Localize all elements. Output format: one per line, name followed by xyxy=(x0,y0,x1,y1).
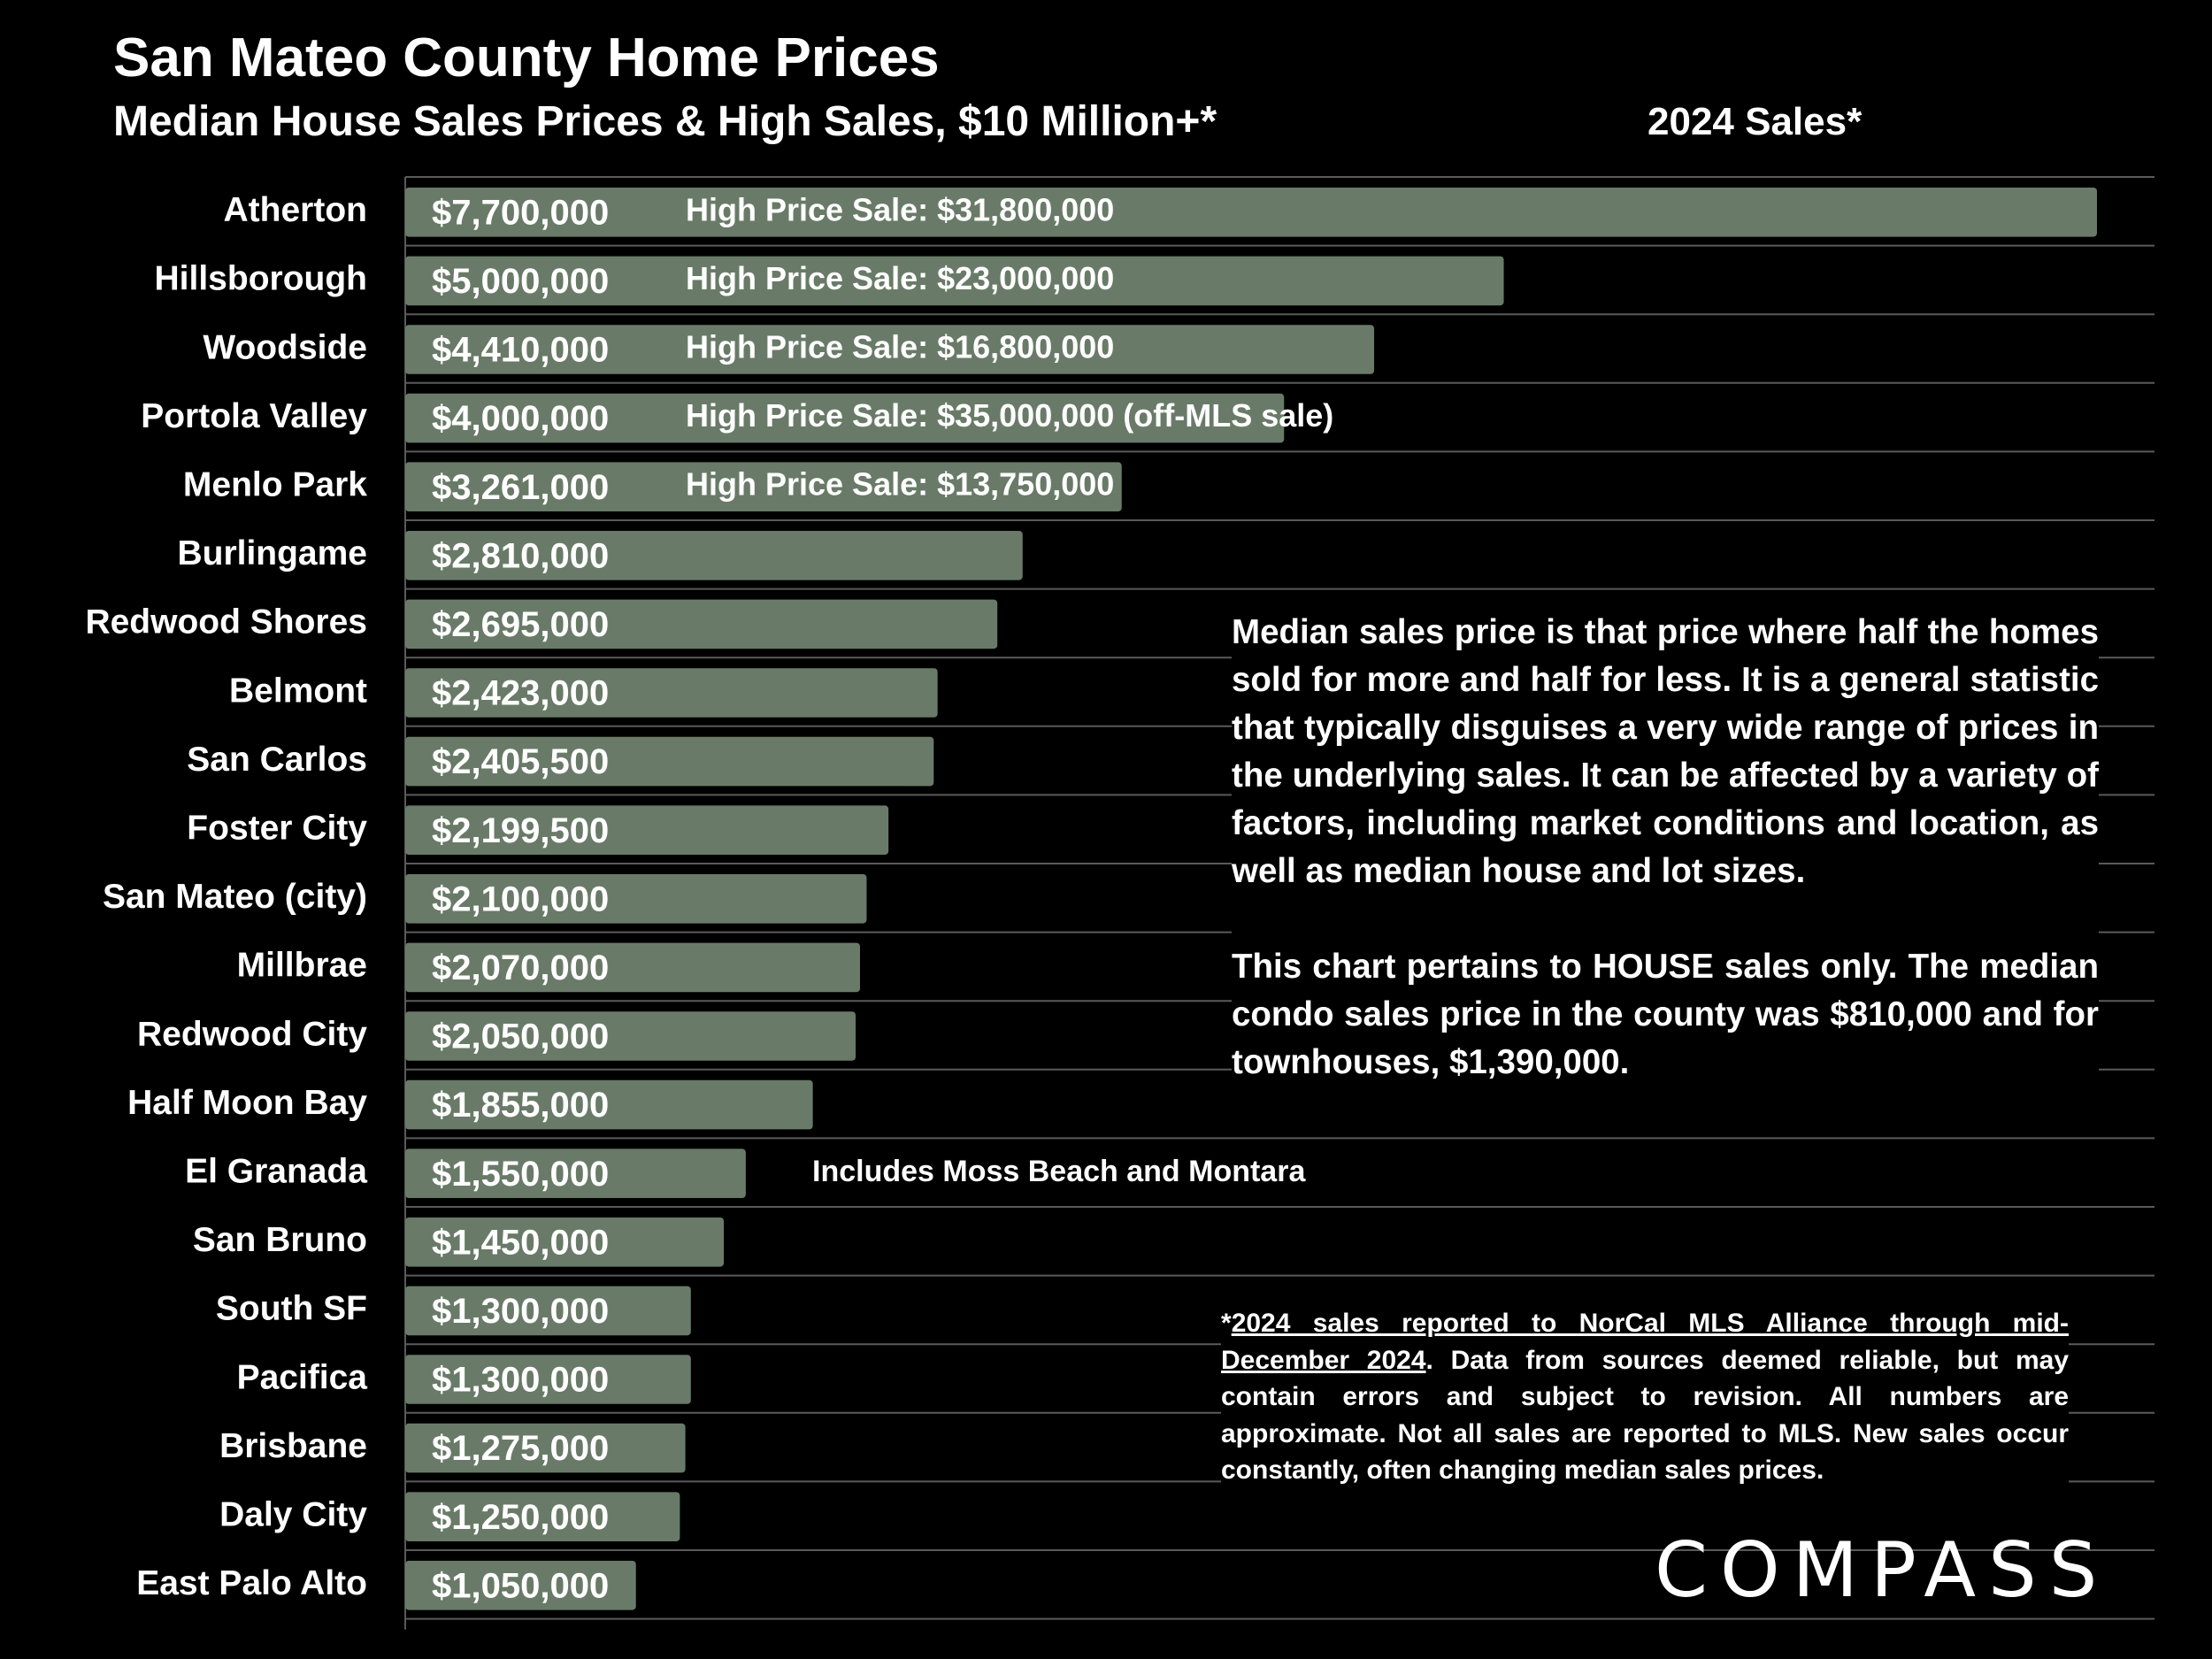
bar xyxy=(405,256,1504,306)
category-label: San Mateo (city) xyxy=(103,878,367,916)
median-paragraph: Median sales price is that price where h… xyxy=(1232,613,2099,890)
bar xyxy=(405,1561,636,1610)
median-explanation: Median sales price is that price where h… xyxy=(1232,609,2099,1134)
year-label: 2024 Sales* xyxy=(1647,100,1863,143)
value-label: $3,261,000 xyxy=(432,468,609,507)
annotation-label: High Price Sale: $35,000,000 (off-MLS sa… xyxy=(686,397,1333,434)
category-label: San Bruno xyxy=(193,1221,367,1259)
bar xyxy=(405,1355,691,1404)
category-label: Millbrae xyxy=(237,947,367,985)
annotation-label: High Price Sale: $13,750,000 xyxy=(686,466,1114,503)
bar xyxy=(405,1217,725,1267)
bar xyxy=(405,1079,813,1130)
category-label: Burlingame xyxy=(177,534,367,572)
value-label: $1,300,000 xyxy=(432,1292,609,1331)
category-label: Foster City xyxy=(187,809,367,847)
category-label: Half Moon Bay xyxy=(127,1084,367,1122)
bar xyxy=(405,874,867,924)
annotation-label: High Price Sale: $31,800,000 xyxy=(686,191,1114,227)
value-label: $1,855,000 xyxy=(432,1086,609,1125)
value-label: $1,050,000 xyxy=(432,1566,609,1605)
bar xyxy=(405,736,934,787)
category-label: Redwood City xyxy=(137,1015,367,1053)
bar xyxy=(405,325,1375,374)
footnote-rest: . Data from sources deemed reliable, but… xyxy=(1221,1345,2070,1486)
annotation-label: High Price Sale: $16,800,000 xyxy=(686,329,1114,365)
value-label: $1,450,000 xyxy=(432,1223,609,1262)
value-label: $2,199,500 xyxy=(432,811,609,850)
value-label: $2,810,000 xyxy=(432,536,609,575)
footnote-star: * xyxy=(1221,1309,1232,1338)
category-label: Daly City xyxy=(219,1495,367,1533)
bar xyxy=(405,942,861,993)
value-label: $2,405,500 xyxy=(432,742,609,781)
value-label: $2,050,000 xyxy=(432,1018,609,1056)
bar xyxy=(405,531,1023,580)
bar xyxy=(405,1286,691,1336)
category-label: South SF xyxy=(216,1290,367,1328)
chart-title: San Mateo County Home Prices xyxy=(113,27,940,88)
compass-logo: COMPASS xyxy=(1655,1526,2110,1615)
bar xyxy=(405,188,2097,237)
category-label: Woodside xyxy=(203,328,367,366)
bar xyxy=(405,1423,686,1473)
category-label: Redwood Shores xyxy=(85,603,367,641)
category-label: Belmont xyxy=(229,672,367,710)
value-label: $4,000,000 xyxy=(432,399,609,438)
category-label: Hillsborough xyxy=(155,260,367,298)
category-label: Portola Valley xyxy=(141,397,367,435)
category-label: Menlo Park xyxy=(183,465,367,503)
chart-subtitle: Median House Sales Prices & High Sales, … xyxy=(113,98,1217,145)
bar xyxy=(405,462,1122,511)
annotation-label: High Price Sale: $23,000,000 xyxy=(686,260,1114,296)
value-label: $4,410,000 xyxy=(432,331,609,370)
value-label: $5,000,000 xyxy=(432,262,609,301)
value-label: $2,070,000 xyxy=(432,949,609,987)
value-label: $2,423,000 xyxy=(432,674,609,713)
bar xyxy=(405,599,998,649)
bar xyxy=(405,805,889,855)
value-label: $1,250,000 xyxy=(432,1498,609,1537)
bar xyxy=(405,1148,746,1198)
footnote: *2024 sales reported to NorCal MLS Allia… xyxy=(1221,1305,2069,1489)
bar xyxy=(405,393,1285,443)
bar xyxy=(405,1492,680,1541)
value-label: $1,275,000 xyxy=(432,1429,609,1468)
value-label: $1,300,000 xyxy=(432,1361,609,1400)
category-label: San Carlos xyxy=(187,741,367,779)
category-label: East Palo Alto xyxy=(136,1564,367,1602)
house-paragraph: This chart pertains to HOUSE sales only.… xyxy=(1232,948,2099,1081)
footnote-underlined: 2024 sales reported to NorCal MLS Allian… xyxy=(1221,1309,2069,1375)
annotation-label: Includes Moss Beach and Montara xyxy=(812,1155,1306,1188)
category-label: El Granada xyxy=(185,1152,367,1190)
value-label: $1,550,000 xyxy=(432,1155,609,1194)
category-label: Pacifica xyxy=(237,1358,368,1396)
value-label: $2,100,000 xyxy=(432,879,609,918)
bar xyxy=(405,1011,856,1061)
value-label: $7,700,000 xyxy=(432,193,609,232)
bar xyxy=(405,668,938,718)
category-label: Atherton xyxy=(224,191,367,229)
value-label: $2,695,000 xyxy=(432,605,609,644)
category-label: Brisbane xyxy=(219,1427,367,1465)
